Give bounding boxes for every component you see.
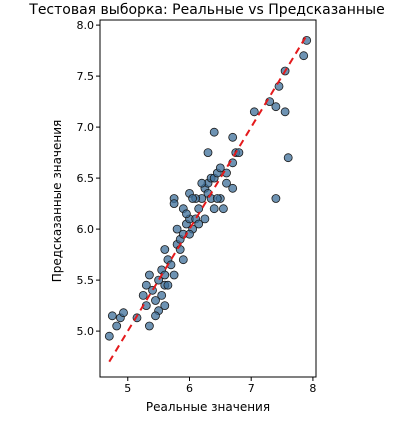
- data-point: [112, 321, 122, 331]
- data-point: [271, 194, 281, 203]
- y-tick-label: 6.5: [77, 172, 95, 185]
- data-point: [144, 321, 154, 331]
- data-point: [169, 270, 179, 280]
- reference-line: [108, 34, 308, 363]
- data-point: [228, 132, 238, 142]
- data-point: [163, 280, 173, 290]
- data-point: [104, 331, 114, 341]
- data-point: [172, 224, 182, 234]
- data-point: [175, 245, 185, 254]
- data-point: [181, 209, 191, 219]
- data-point: [151, 296, 160, 305]
- data-point: [188, 194, 198, 203]
- data-point: [144, 270, 154, 280]
- data-point: [222, 178, 231, 188]
- data-point: [299, 51, 309, 61]
- data-point: [194, 204, 204, 214]
- data-point: [209, 127, 219, 137]
- data-point: [194, 219, 204, 229]
- x-axis-label: Реальные значения: [145, 400, 271, 414]
- y-tick-label: 6.0: [77, 223, 95, 236]
- data-point: [212, 194, 222, 203]
- chart-title: Тестовая выборка: Реальные vs Предсказан…: [29, 2, 385, 18]
- data-point: [271, 102, 281, 112]
- y-axis-label: Предсказанные значения: [50, 119, 64, 283]
- data-point: [249, 107, 259, 117]
- data-point: [119, 308, 128, 318]
- data-point: [169, 199, 179, 209]
- data-point: [228, 183, 238, 193]
- data-point: [218, 204, 228, 214]
- x-tick-label: 8: [309, 382, 316, 395]
- y-tick-label: 5.0: [77, 325, 95, 338]
- x-tick-label: 7: [248, 382, 255, 395]
- data-point: [138, 290, 148, 300]
- data-point: [160, 301, 170, 311]
- data-point: [280, 107, 290, 117]
- x-tick-label: 5: [124, 382, 131, 395]
- plot-frame: [99, 19, 317, 378]
- data-point: [197, 178, 207, 188]
- data-point: [157, 290, 167, 300]
- data-point: [283, 153, 293, 163]
- data-point: [215, 163, 225, 173]
- y-tick-label: 5.5: [77, 274, 95, 287]
- data-point: [178, 255, 188, 265]
- data-point: [200, 214, 210, 224]
- data-point: [141, 280, 151, 290]
- data-point: [160, 245, 170, 254]
- y-tick-label: 7.0: [77, 121, 95, 134]
- data-point: [151, 311, 160, 321]
- x-tick-label: 6: [186, 382, 193, 395]
- y-tick-label: 7.5: [77, 70, 95, 83]
- data-point: [203, 148, 213, 158]
- data-point: [274, 81, 284, 91]
- data-point: [209, 204, 219, 214]
- data-point: [107, 311, 117, 321]
- y-tick-label: 8.0: [77, 19, 95, 32]
